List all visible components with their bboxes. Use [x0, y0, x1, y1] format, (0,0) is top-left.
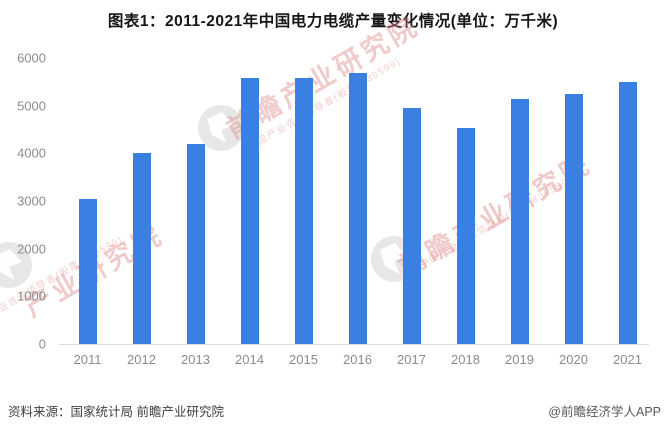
bar-2020: [564, 93, 583, 344]
x-axis-tick-label: 2017: [397, 352, 426, 367]
bar-2012: [132, 153, 151, 344]
x-axis-tick-label: 2011: [73, 352, 102, 367]
x-axis-tick-label: 2020: [559, 352, 588, 367]
x-axis-tick-label: 2015: [289, 352, 318, 367]
bar-2015: [294, 78, 313, 344]
y-axis-tick-label: 1000: [17, 288, 46, 304]
bar-2019: [510, 98, 529, 344]
bar-2021: [618, 81, 637, 344]
chart-title: 图表1：2011-2021年中国电力电缆产量变化情况(单位：万千米): [107, 13, 559, 30]
bar-2017: [402, 108, 421, 344]
bar-2016: [348, 72, 367, 344]
y-axis-tick-label: 5000: [17, 98, 46, 114]
x-axis-line: [59, 344, 649, 345]
x-axis-tick-label: 2019: [505, 352, 534, 367]
y-axis-tick-label: 3000: [17, 193, 46, 209]
x-axis-tick-label: 2021: [613, 352, 642, 367]
bar-2013: [186, 144, 205, 344]
y-axis-tick-label: 2000: [17, 241, 46, 257]
data-source-text: 资料来源：国家统计局 前瞻产业研究院: [8, 405, 224, 419]
credit-text: @前瞻经济学人APP: [548, 405, 661, 419]
x-axis-tick-label: 2016: [343, 352, 372, 367]
x-axis-tick-label: 2012: [127, 352, 156, 367]
x-axis-tick-label: 2013: [181, 352, 210, 367]
y-axis-tick-label: 4000: [17, 145, 46, 161]
x-axis-tick-label: 2018: [451, 352, 480, 367]
y-axis-tick-label: 6000: [17, 50, 46, 66]
bar-2018: [456, 127, 475, 344]
y-axis-tick-label: 0: [38, 336, 46, 352]
bar-2014: [240, 78, 259, 344]
x-axis-tick-label: 2014: [235, 352, 264, 367]
bar-2011: [78, 198, 97, 344]
